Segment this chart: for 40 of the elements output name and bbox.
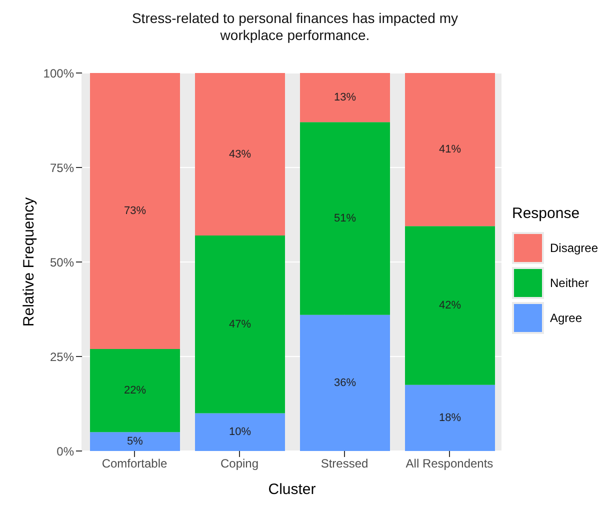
- bar: [195, 413, 285, 451]
- bar: [405, 384, 495, 451]
- bar: [300, 122, 390, 315]
- bar: [405, 226, 495, 385]
- data-label: 18%: [438, 412, 462, 424]
- legend-label: Neither: [550, 276, 589, 290]
- data-label: 36%: [334, 376, 356, 389]
- bar: [195, 236, 285, 414]
- y-tick-label: 75%: [50, 160, 74, 175]
- data-label: 47%: [228, 318, 252, 330]
- y-tick-label: 100%: [43, 66, 74, 80]
- legend-title: Response: [512, 205, 581, 222]
- bar: [195, 73, 285, 236]
- legend-label: Disagree: [550, 240, 598, 254]
- y-tick-label: 0%: [56, 444, 74, 458]
- x-tick-label: All Respondents: [406, 456, 494, 471]
- y-tick-label: 50%: [50, 255, 74, 270]
- y-tick-label: 25%: [50, 350, 74, 364]
- data-label: 73%: [124, 204, 146, 217]
- data-label: 22%: [124, 384, 146, 397]
- data-label: 13%: [334, 92, 356, 104]
- data-label: 42%: [438, 299, 462, 312]
- data-label: 51%: [334, 212, 356, 225]
- bar: [90, 73, 180, 349]
- bar: [405, 73, 495, 226]
- bar: [90, 348, 180, 432]
- x-tick-label: Coping: [220, 456, 259, 471]
- chart-title: Stress-related to personal finances has impacted my workplace performance.: [130, 10, 460, 44]
- legend-label: Agree: [550, 310, 582, 324]
- data-label: 41%: [438, 144, 462, 156]
- bar: [90, 432, 180, 451]
- x-axis-title: Cluster: [268, 481, 316, 498]
- x-tick-label: Stressed: [320, 456, 368, 471]
- data-label: 5%: [127, 436, 144, 448]
- data-label: 43%: [228, 148, 252, 160]
- bar: [300, 73, 390, 122]
- bar: [300, 314, 390, 451]
- data-label: 10%: [228, 426, 252, 438]
- x-tick-label: Comfortable: [102, 456, 168, 471]
- y-axis-title: Relative Frequency: [20, 196, 38, 327]
